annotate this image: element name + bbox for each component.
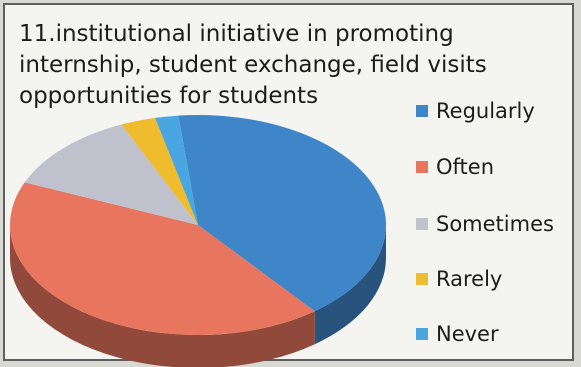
legend-swatch-never xyxy=(416,328,428,340)
chart-title-line-3: opportunities for students xyxy=(19,83,319,109)
legend-label-rarely: Rarely xyxy=(436,267,503,291)
legend-item-often: Often xyxy=(416,152,494,182)
legend-swatch-regularly xyxy=(416,105,428,117)
chart-title-line-1: 11.institutional initiative in promoting xyxy=(19,21,454,47)
legend-label-regularly: Regularly xyxy=(436,99,535,123)
legend-swatch-sometimes xyxy=(416,218,428,230)
legend-item-sometimes: Sometimes xyxy=(416,209,554,239)
legend-swatch-often xyxy=(416,161,428,173)
legend-label-sometimes: Sometimes xyxy=(436,212,554,236)
pie-slice-rarely xyxy=(121,117,198,225)
legend-swatch-rarely xyxy=(416,273,428,285)
legend-label-never: Never xyxy=(436,322,499,346)
pie-side-regularly xyxy=(314,225,386,345)
pie-slice-sometimes xyxy=(24,124,198,225)
pie-slice-regularly xyxy=(178,115,386,312)
pie-slice-never xyxy=(155,115,198,225)
pie-side-often xyxy=(10,225,315,367)
legend-item-rarely: Rarely xyxy=(416,264,502,294)
legend-label-often: Often xyxy=(436,155,495,179)
legend-item-never: Never xyxy=(416,319,499,349)
chart-title: 11.institutional initiative in promoting… xyxy=(19,19,489,112)
pie-slice-often xyxy=(9,182,315,335)
legend-item-regularly: Regularly xyxy=(416,96,535,126)
chart-title-line-2: internship, student exchange, field visi… xyxy=(19,52,487,78)
